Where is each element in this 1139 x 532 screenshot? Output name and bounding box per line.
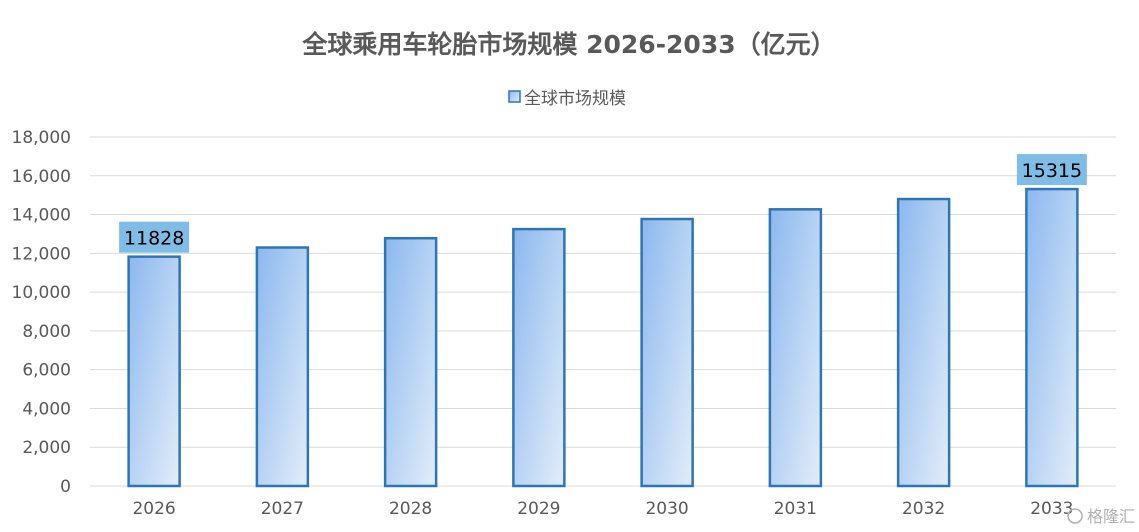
y-tick-label: 18,000	[12, 128, 71, 148]
data-label: 15315	[1022, 160, 1082, 182]
x-axis-ticks: 2026 2027 2028 2029 2030 2031 2032 2033	[132, 499, 1073, 519]
bar-2030	[640, 217, 694, 488]
x-tick-label: 2027	[261, 499, 304, 519]
data-label-box	[1016, 154, 1087, 186]
watermark-logo-icon	[1067, 508, 1083, 524]
data-labels: 11828 15315	[119, 154, 1087, 253]
bar-2026	[127, 255, 181, 488]
y-tick-label: 6,000	[22, 361, 71, 381]
x-tick-label: 2026	[132, 499, 175, 519]
x-tick-label: 2033	[1030, 499, 1073, 519]
y-tick-label: 10,000	[12, 283, 71, 303]
legend: 全球市场规模	[508, 89, 626, 109]
watermark: 格隆汇	[1067, 507, 1135, 526]
y-tick-label: 16,000	[12, 167, 71, 187]
x-tick-label: 2030	[645, 499, 688, 519]
legend-label: 全球市场规模	[524, 89, 626, 109]
data-label-box	[119, 221, 190, 253]
chart-title: 全球乘用车轮胎市场规模 2026-2033（亿元）	[301, 30, 835, 59]
legend-swatch	[508, 90, 521, 103]
y-axis-ticks: 0 2,000 4,000 6,000 8,000 10,000 12,000 14,000 1…	[12, 128, 71, 497]
y-tick-label: 14,000	[12, 206, 71, 226]
watermark-text: 格隆汇	[1087, 507, 1135, 526]
bar-2032	[896, 197, 951, 488]
bar-2027	[255, 246, 310, 488]
bar-2029	[512, 227, 566, 488]
bar-2031	[768, 208, 823, 488]
y-tick-label: 2,000	[22, 438, 71, 458]
x-tick-label: 2032	[902, 499, 945, 519]
x-tick-label: 2029	[517, 499, 560, 519]
x-tick-label: 2028	[389, 499, 432, 519]
data-label: 11828	[124, 228, 184, 250]
y-tick-label: 0	[60, 477, 71, 497]
gridlines	[90, 136, 1116, 487]
y-tick-label: 4,000	[22, 399, 71, 419]
bars	[127, 187, 1079, 488]
x-tick-label: 2031	[774, 499, 817, 519]
y-tick-label: 8,000	[22, 322, 71, 342]
bar-2028	[383, 236, 438, 488]
y-tick-label: 12,000	[12, 244, 71, 264]
bar-2033	[1025, 187, 1079, 488]
